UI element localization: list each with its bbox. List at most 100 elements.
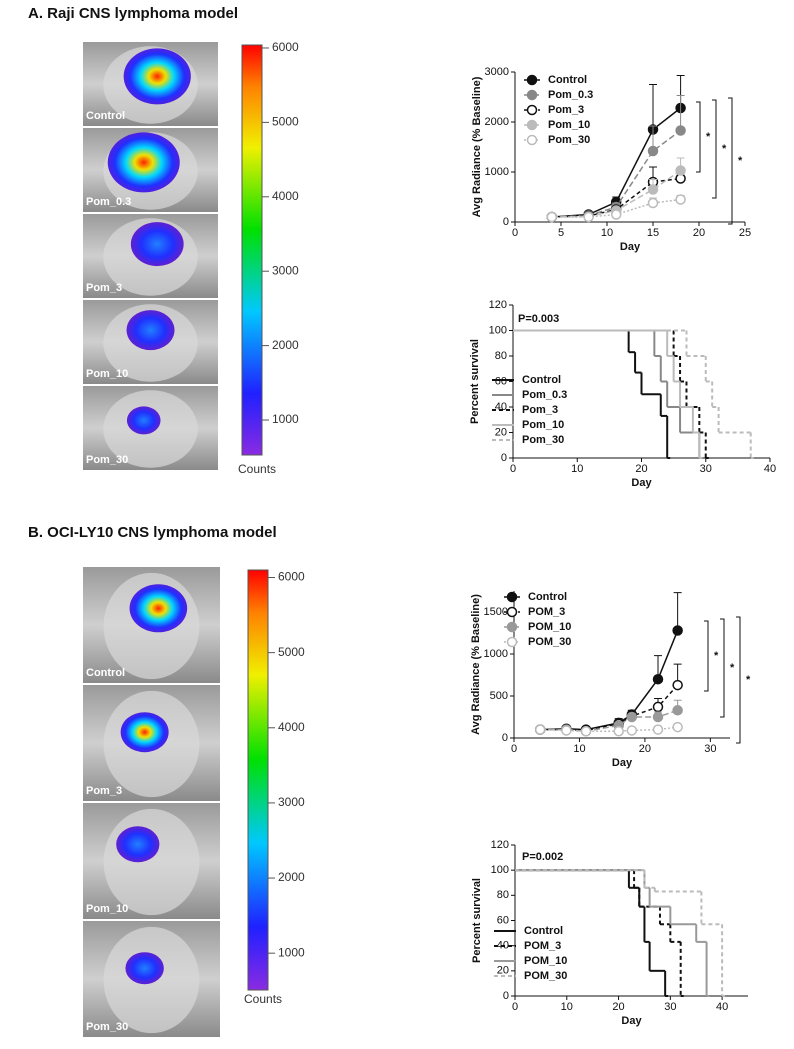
error-bar xyxy=(676,95,685,131)
y-tick-label: 0 xyxy=(503,990,509,1002)
y-tick-label: 500 xyxy=(490,690,508,702)
signal xyxy=(107,132,180,193)
x-tick-label: 0 xyxy=(511,743,517,755)
image-label: Control xyxy=(86,667,125,679)
colorbar-label: Counts xyxy=(238,462,276,476)
image-label: Pom_3 xyxy=(86,282,122,294)
colorbar-label: Counts xyxy=(244,992,282,1006)
data-point xyxy=(626,725,638,736)
legend-marker xyxy=(526,119,538,131)
legend-label: Control xyxy=(524,925,563,937)
image-label: Pom_3 xyxy=(86,785,122,797)
colorbar-tick-label: 5000 xyxy=(278,645,305,659)
y-tick-label: 20 xyxy=(495,426,507,438)
legend-label: Control xyxy=(528,591,567,603)
image-label: Pom_30 xyxy=(86,454,128,466)
y-axis-label: Avg Radiance (% Baseline) xyxy=(470,594,482,735)
legend-marker xyxy=(526,104,538,116)
legend-marker xyxy=(526,89,538,101)
data-point xyxy=(652,673,664,685)
legend-label: Pom_0.3 xyxy=(548,89,593,101)
significance: * xyxy=(746,674,751,686)
legend-marker xyxy=(506,606,518,618)
x-tick-label: 40 xyxy=(716,1001,728,1013)
legend-label: Pom_30 xyxy=(548,134,590,146)
data-point xyxy=(672,679,683,691)
x-tick-label: 20 xyxy=(693,227,705,239)
x-tick-label: 0 xyxy=(512,1001,518,1013)
legend-label: Pom_10 xyxy=(548,119,590,131)
y-tick-label: 80 xyxy=(495,350,507,362)
colorbar xyxy=(241,44,263,456)
data-point xyxy=(647,145,659,157)
x-tick-label: 25 xyxy=(739,227,751,239)
image-label: Pom_10 xyxy=(86,903,128,915)
y-tick-label: 0 xyxy=(501,452,507,464)
y-tick-label: 100 xyxy=(491,864,509,876)
y-tick-label: 120 xyxy=(491,839,509,851)
legend-marker xyxy=(526,74,538,86)
colorbar-tick-label: 2000 xyxy=(272,338,299,352)
colorbar-tick-label: 3000 xyxy=(278,795,305,809)
signal xyxy=(129,584,188,633)
x-tick-label: 0 xyxy=(512,227,518,239)
significance: * xyxy=(706,131,711,143)
y-tick-label: 20 xyxy=(497,965,509,977)
x-tick-label: 0 xyxy=(510,463,516,475)
data-point xyxy=(675,125,686,136)
legend-label: Pom_3 xyxy=(548,104,584,116)
data-point xyxy=(546,211,558,223)
colorbar-tick-label: 6000 xyxy=(278,570,305,584)
x-tick-label: 30 xyxy=(704,743,716,755)
x-tick-label: 20 xyxy=(612,1001,624,1013)
signal xyxy=(123,48,191,105)
legend-label: Pom_3 xyxy=(522,404,558,416)
y-axis-label: Percent survival xyxy=(469,339,481,424)
significance: * xyxy=(730,662,735,674)
x-axis-label: Day xyxy=(612,757,633,769)
data-point xyxy=(652,711,664,723)
significance: * xyxy=(714,650,719,662)
bracket xyxy=(704,620,709,692)
signal xyxy=(130,222,184,267)
legend-label: Control xyxy=(522,374,561,386)
significance: * xyxy=(738,155,743,167)
legend-label: Pom_0.3 xyxy=(522,389,567,401)
colorbar-tick-label: 1000 xyxy=(278,945,305,959)
image-label: Pom_30 xyxy=(86,1021,128,1033)
x-tick-label: 10 xyxy=(601,227,613,239)
y-tick-label: 2000 xyxy=(485,116,509,128)
colorbar-tick-label: 6000 xyxy=(272,40,299,54)
y-tick-label: 1500 xyxy=(484,606,508,618)
colorbar-tick-label: 2000 xyxy=(278,870,305,884)
data-point xyxy=(580,726,592,737)
y-tick-label: 60 xyxy=(497,914,509,926)
legend-label: Control xyxy=(548,74,587,86)
bracket xyxy=(736,616,741,744)
error-bar xyxy=(649,84,657,130)
legend-label: POM_3 xyxy=(524,940,561,952)
y-tick-label: 0 xyxy=(502,732,508,744)
y-axis-label: Percent survival xyxy=(471,878,483,963)
data-point xyxy=(647,184,659,195)
x-tick-label: 30 xyxy=(664,1001,676,1013)
legend-label: POM_30 xyxy=(524,970,567,982)
colorbar-tick-label: 1000 xyxy=(272,412,299,426)
signal xyxy=(125,952,164,985)
signal xyxy=(126,406,161,435)
mouse-body xyxy=(103,808,200,916)
y-tick-label: 1000 xyxy=(485,166,509,178)
x-tick-label: 5 xyxy=(558,227,564,239)
image-label: Pom_0.3 xyxy=(86,196,131,208)
data-point xyxy=(675,194,686,205)
x-tick-label: 20 xyxy=(639,743,651,755)
y-tick-label: 40 xyxy=(495,401,507,413)
image-label: Control xyxy=(86,110,125,122)
p-value: P=0.003 xyxy=(518,313,559,325)
legend-label: Pom_30 xyxy=(522,434,564,446)
section-title: B. OCI-LY10 CNS lymphoma model xyxy=(28,524,277,541)
x-axis-label: Day xyxy=(621,1015,642,1027)
legend-label: POM_3 xyxy=(528,606,565,618)
data-point xyxy=(613,726,624,737)
